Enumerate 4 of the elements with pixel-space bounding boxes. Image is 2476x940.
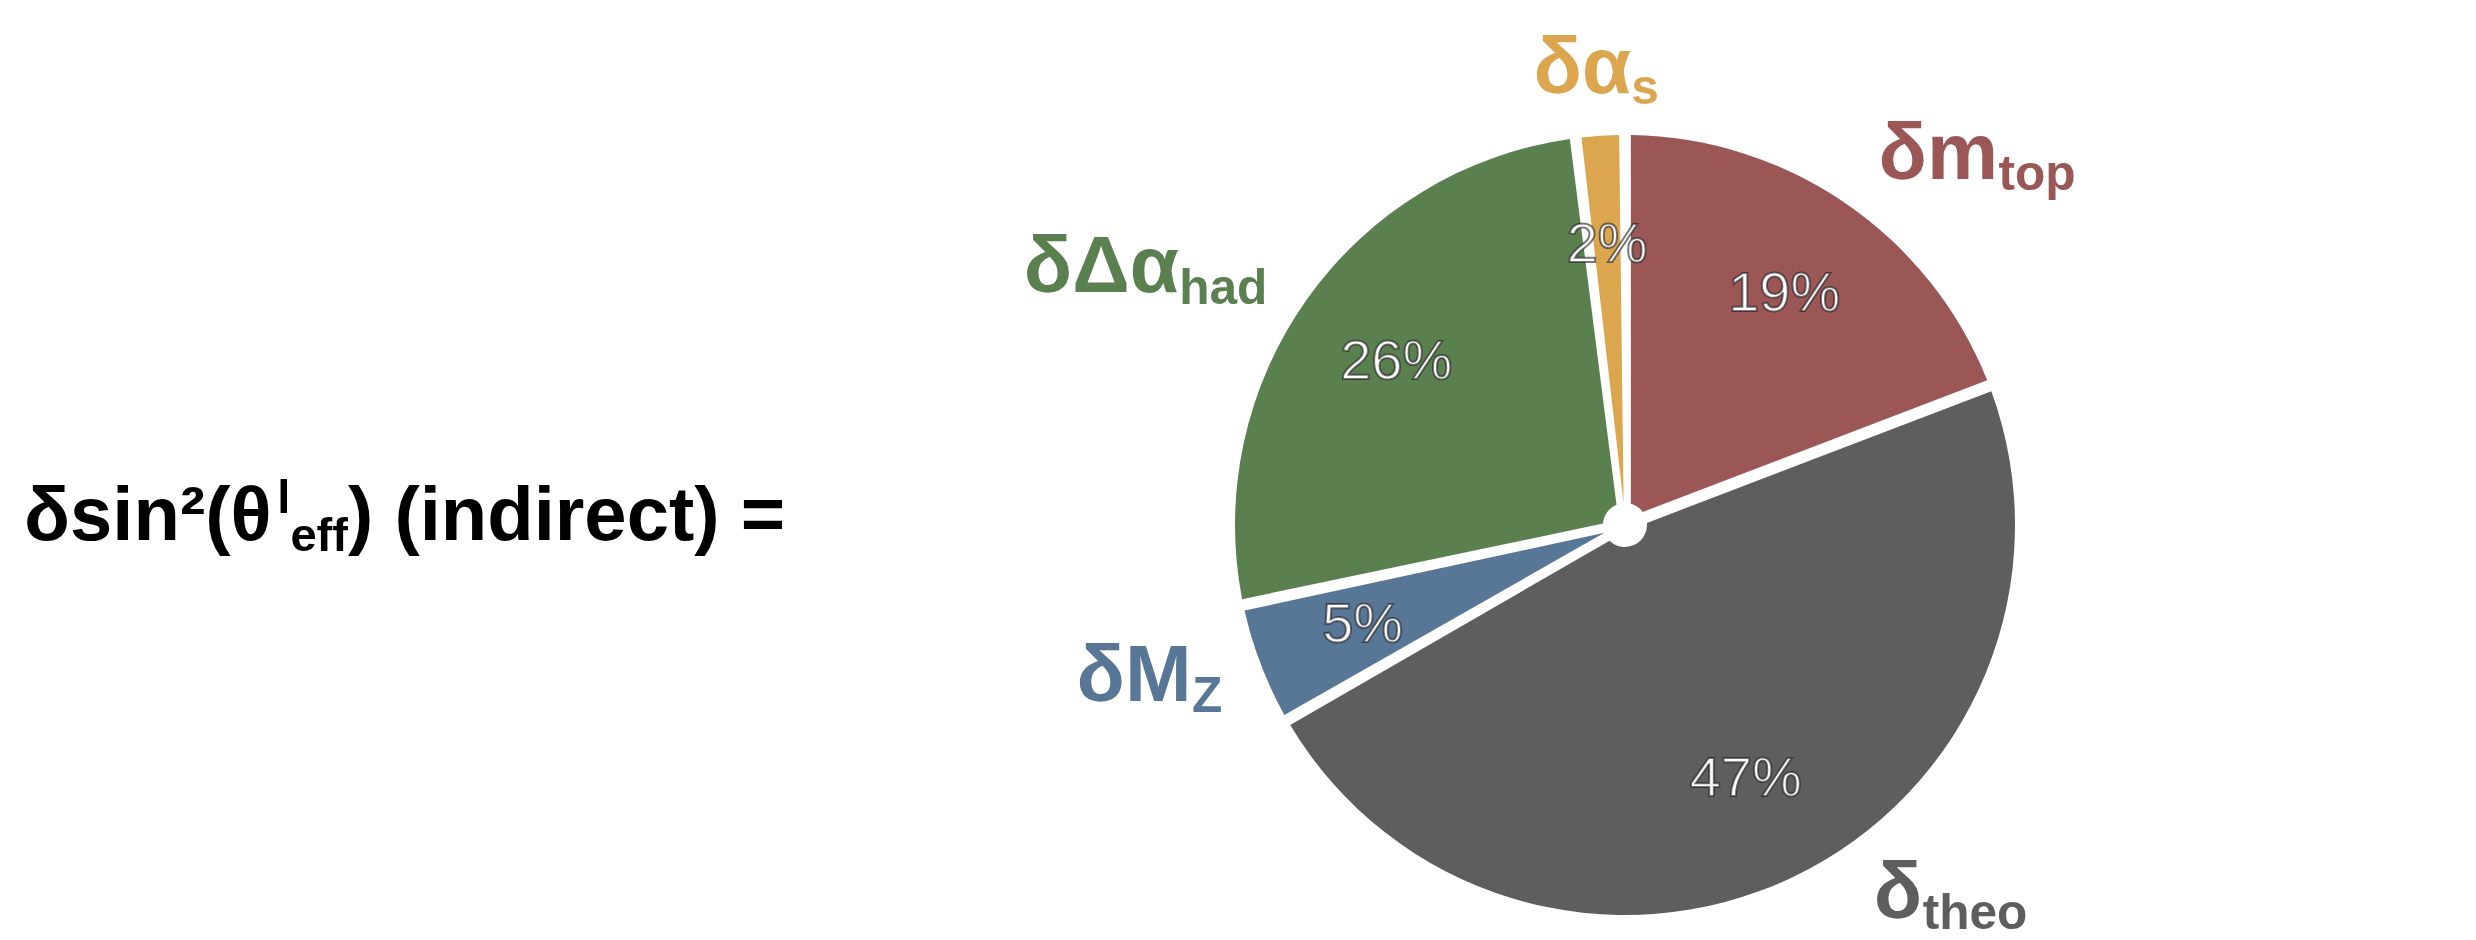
data-label: 47% <box>1689 744 1802 808</box>
data-label: 26% <box>1340 328 1453 392</box>
data-label: 19% <box>1728 259 1841 323</box>
data-label: 5% <box>1322 591 1404 655</box>
